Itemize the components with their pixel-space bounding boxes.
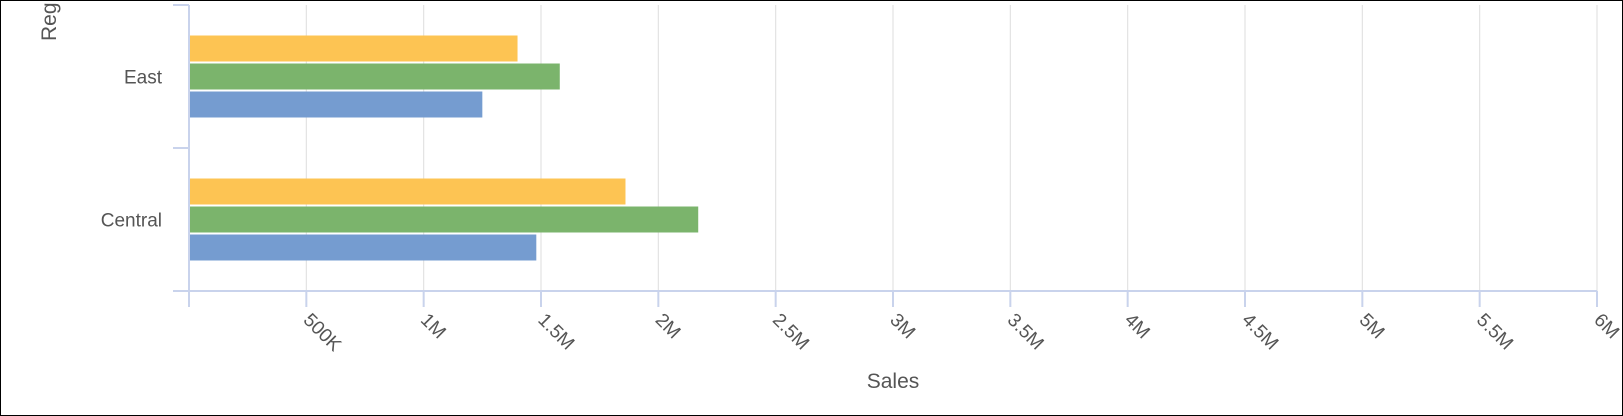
bar: [190, 206, 699, 233]
x-tick-label: 3M: [885, 310, 919, 344]
x-tick-label: 6M: [1589, 310, 1623, 344]
x-tick-label: 500K: [299, 310, 345, 356]
y-category-labels: East Central: [101, 68, 163, 232]
y-category-label: Central: [101, 211, 162, 232]
y-category-label: East: [124, 68, 163, 89]
bar: [190, 63, 560, 90]
x-tick-label: 2.5M: [768, 310, 813, 355]
x-axis-title: Sales: [867, 370, 920, 393]
bar: [190, 91, 483, 118]
x-tick-label: 3.5M: [1003, 310, 1048, 355]
y-axis-title: Reg: [38, 2, 61, 41]
x-tick-label: 5M: [1355, 310, 1389, 344]
x-tick-label: 4.5M: [1237, 310, 1282, 355]
x-tick-label: 5.5M: [1472, 310, 1517, 355]
axes: [173, 4, 1598, 307]
bars: [190, 35, 699, 261]
x-tick-label: 2M: [651, 310, 685, 344]
bar: [190, 35, 518, 62]
bar: [190, 178, 626, 205]
x-tick-label: 1M: [416, 310, 450, 344]
bar: [190, 234, 537, 261]
x-tick-labels: 500K 1M 1.5M 2M 2.5M 3M 3.5M 4M 4.5M 5M 5.5M 6M: [299, 310, 1623, 356]
x-tick-label: 1.5M: [533, 310, 578, 355]
x-tick-label: 4M: [1120, 310, 1154, 344]
